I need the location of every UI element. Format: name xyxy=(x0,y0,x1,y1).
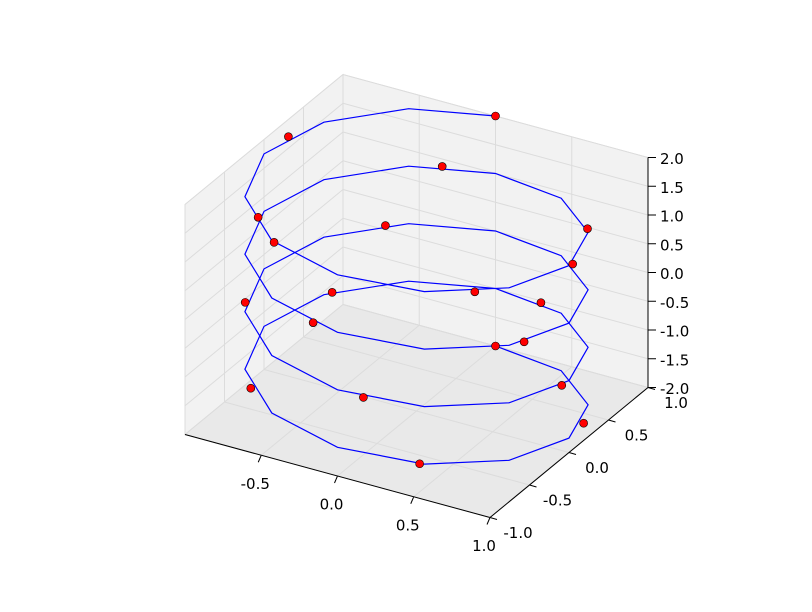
marker xyxy=(284,132,293,141)
marker xyxy=(519,337,529,347)
x-tick-label: -0.5 xyxy=(241,475,270,493)
tick-mark xyxy=(486,517,491,525)
y-tick-label: 0.0 xyxy=(585,459,609,477)
z-tick-label: 0.5 xyxy=(660,236,684,254)
grid-line xyxy=(184,74,344,205)
marker xyxy=(536,298,546,307)
tick-mark xyxy=(568,452,577,455)
marker xyxy=(308,318,318,327)
grid-line xyxy=(184,102,344,234)
z-tick-label: 2.0 xyxy=(660,150,684,168)
marker xyxy=(269,238,279,247)
z-tick-label: -2.0 xyxy=(660,380,689,398)
z-tick-label: 1.0 xyxy=(660,208,684,226)
tick-mark xyxy=(489,517,498,520)
marker xyxy=(470,287,480,297)
z-tick-label: -0.5 xyxy=(660,294,689,312)
grid-line xyxy=(342,160,649,245)
x-tick-label: 0.0 xyxy=(320,496,344,514)
grid-line xyxy=(342,217,649,302)
marker xyxy=(579,418,588,428)
marker xyxy=(240,298,250,307)
marker xyxy=(491,111,500,121)
grid-line xyxy=(184,189,344,320)
z-tick-label: 0.0 xyxy=(660,265,684,283)
y-tick-label: -1.0 xyxy=(503,524,532,542)
x-axis-line xyxy=(184,434,491,518)
grid-line xyxy=(184,131,344,263)
tick-mark xyxy=(529,484,537,488)
tick-mark xyxy=(410,496,415,504)
z-tick-label: -1.0 xyxy=(660,323,689,341)
tick-mark xyxy=(334,475,338,484)
grid-line xyxy=(184,275,344,407)
grid-line xyxy=(342,275,649,360)
grid-line xyxy=(184,246,344,378)
grid-line xyxy=(263,369,570,453)
marker xyxy=(568,259,577,269)
helix-line xyxy=(244,108,589,465)
grid-line xyxy=(303,336,609,421)
marker xyxy=(557,381,567,390)
marker xyxy=(583,224,592,233)
marker xyxy=(491,341,500,351)
tick-mark xyxy=(608,419,616,423)
grid-line xyxy=(184,217,344,349)
x-tick-label: 1.0 xyxy=(472,537,496,555)
marker xyxy=(381,221,390,230)
marker xyxy=(246,383,256,393)
y-tick-label: 0.5 xyxy=(625,427,649,445)
y-tick-label: 1.0 xyxy=(664,394,688,412)
marker xyxy=(437,162,447,171)
z-tick-label: -1.5 xyxy=(660,351,689,369)
x-tick-label: 0.5 xyxy=(396,516,420,534)
y-tick-label: -0.5 xyxy=(543,492,572,510)
marker xyxy=(415,459,424,469)
grid-line xyxy=(184,160,344,292)
marker xyxy=(253,212,263,222)
marker xyxy=(327,288,337,297)
z-tick-label: 1.5 xyxy=(660,179,684,197)
grid-line xyxy=(342,102,649,187)
grid-line xyxy=(224,401,530,486)
tick-mark xyxy=(257,455,262,463)
y-axis-line xyxy=(489,387,649,518)
marker xyxy=(359,393,368,402)
grid-line xyxy=(184,304,344,435)
